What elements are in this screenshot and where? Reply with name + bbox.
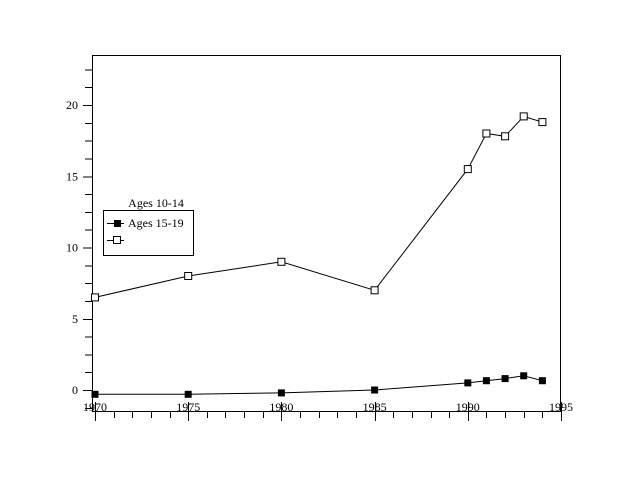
x-tick-label: 1970	[83, 400, 107, 414]
data-point-ages-15-19-1992	[501, 132, 510, 141]
y-tick-label: 15	[66, 169, 78, 183]
x-tick-label: 1985	[363, 400, 387, 414]
data-point-ages-15-19-1970	[91, 293, 99, 302]
data-point-ages-15-19-1991	[482, 129, 491, 138]
data-point-ages-10-14-1991	[482, 377, 490, 385]
legend: Ages 10-14 Ages 15-19	[103, 196, 194, 256]
data-point-ages-15-19-1975	[184, 272, 193, 280]
y-tick-label: 20	[66, 98, 78, 112]
legend-box	[103, 210, 194, 256]
data-point-ages-10-14-1992	[501, 375, 509, 383]
legend-row-ages-10-14: Ages 15-19	[107, 216, 184, 230]
data-point-ages-15-19-1980	[277, 257, 286, 266]
x-tick-label: 1995	[549, 400, 573, 414]
legend-row-ages-15-19	[107, 236, 124, 244]
data-point-ages-15-19-1985	[370, 286, 379, 295]
data-point-ages-10-14-1994	[538, 377, 546, 385]
legend-filled-square-marker	[114, 220, 121, 227]
plot-frame	[92, 55, 561, 412]
x-tick-label: 1980	[269, 400, 293, 414]
data-point-ages-15-19-1994	[538, 118, 547, 127]
data-point-ages-10-14-1993	[520, 372, 528, 380]
data-point-ages-10-14-1980	[277, 389, 285, 397]
y-tick-label: 0	[72, 383, 78, 397]
y-tick-label: 10	[66, 241, 78, 255]
series-layer	[91, 112, 547, 398]
y-tick-label: 5	[72, 312, 78, 326]
data-point-ages-15-19-1993	[519, 112, 528, 121]
data-point-ages-10-14-1990	[464, 379, 472, 387]
legend-outside-label: Ages 10-14	[128, 196, 184, 210]
data-point-ages-10-14-1975	[184, 390, 192, 398]
data-point-ages-10-14-1970	[91, 390, 99, 398]
data-point-ages-15-19-1990	[463, 165, 472, 174]
x-tick-label: 1990	[456, 400, 480, 414]
x-tick-label: 1975	[176, 400, 200, 414]
data-point-ages-10-14-1985	[371, 386, 379, 394]
legend-row-label-1: Ages 15-19	[128, 216, 184, 230]
axes-ticks: 0 5 10 15 20 1970 1975 1980 1985 1990 1995	[66, 69, 573, 421]
legend-open-square-marker	[113, 236, 121, 244]
